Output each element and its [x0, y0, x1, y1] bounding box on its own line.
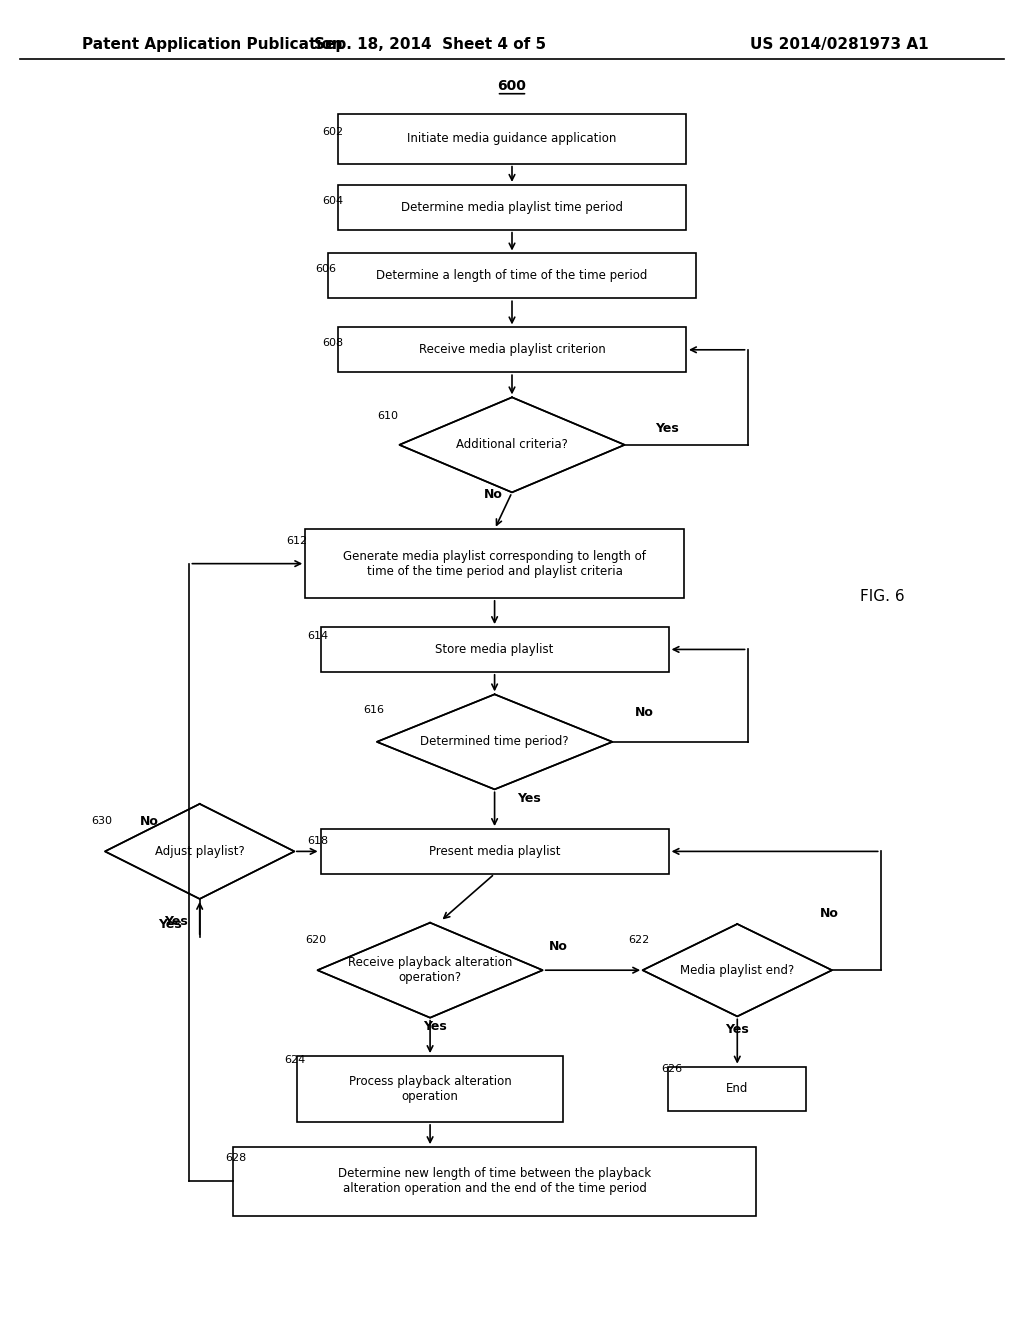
- Text: 610: 610: [377, 411, 398, 421]
- Text: Determine media playlist time period: Determine media playlist time period: [401, 201, 623, 214]
- Text: 628: 628: [225, 1152, 247, 1163]
- Text: 612: 612: [287, 536, 308, 546]
- FancyBboxPatch shape: [338, 185, 686, 230]
- Text: 600: 600: [498, 79, 526, 92]
- Text: Present media playlist: Present media playlist: [429, 845, 560, 858]
- FancyBboxPatch shape: [328, 253, 696, 298]
- FancyBboxPatch shape: [668, 1067, 807, 1111]
- Text: 604: 604: [323, 195, 344, 206]
- Text: 614: 614: [307, 631, 329, 642]
- Text: Receive media playlist criterion: Receive media playlist criterion: [419, 343, 605, 356]
- Text: 618: 618: [307, 836, 329, 846]
- Text: Determined time period?: Determined time period?: [420, 735, 569, 748]
- FancyBboxPatch shape: [338, 327, 686, 372]
- Text: Additional criteria?: Additional criteria?: [456, 438, 568, 451]
- Text: 626: 626: [662, 1064, 683, 1074]
- Polygon shape: [317, 923, 543, 1018]
- Text: Yes: Yes: [164, 915, 187, 928]
- Text: 622: 622: [629, 935, 650, 945]
- Text: Yes: Yes: [725, 1023, 750, 1036]
- FancyBboxPatch shape: [338, 114, 686, 164]
- FancyBboxPatch shape: [321, 829, 669, 874]
- Text: 630: 630: [91, 816, 113, 826]
- Text: US 2014/0281973 A1: US 2014/0281973 A1: [751, 37, 929, 53]
- Text: Yes: Yes: [159, 917, 182, 931]
- Text: Determine new length of time between the playback
alteration operation and the e: Determine new length of time between the…: [338, 1167, 651, 1196]
- Text: Receive playback alteration
operation?: Receive playback alteration operation?: [348, 956, 512, 985]
- FancyBboxPatch shape: [233, 1147, 756, 1216]
- Text: Patent Application Publication: Patent Application Publication: [82, 37, 343, 53]
- Text: Initiate media guidance application: Initiate media guidance application: [408, 132, 616, 145]
- Text: 620: 620: [305, 935, 327, 945]
- Text: Sep. 18, 2014  Sheet 4 of 5: Sep. 18, 2014 Sheet 4 of 5: [314, 37, 546, 53]
- Text: FIG. 6: FIG. 6: [860, 589, 905, 605]
- Polygon shape: [399, 397, 625, 492]
- Text: 606: 606: [315, 264, 337, 275]
- Text: 616: 616: [364, 705, 385, 715]
- Text: 608: 608: [323, 338, 344, 348]
- FancyBboxPatch shape: [305, 529, 684, 598]
- Polygon shape: [377, 694, 612, 789]
- Text: No: No: [484, 488, 503, 502]
- Text: No: No: [140, 814, 159, 828]
- Text: Media playlist end?: Media playlist end?: [680, 964, 795, 977]
- Text: No: No: [635, 706, 653, 719]
- Text: 624: 624: [285, 1055, 306, 1065]
- Text: Adjust playlist?: Adjust playlist?: [155, 845, 245, 858]
- Text: 602: 602: [323, 127, 344, 137]
- Text: Determine a length of time of the time period: Determine a length of time of the time p…: [376, 269, 648, 282]
- Text: End: End: [726, 1082, 749, 1096]
- Polygon shape: [105, 804, 295, 899]
- Text: Process playback alteration
operation: Process playback alteration operation: [349, 1074, 511, 1104]
- Text: Yes: Yes: [423, 1020, 447, 1034]
- Text: Store media playlist: Store media playlist: [435, 643, 554, 656]
- Text: Yes: Yes: [655, 422, 679, 436]
- Text: No: No: [820, 907, 839, 920]
- Polygon shape: [643, 924, 831, 1016]
- Text: Generate media playlist corresponding to length of
time of the time period and p: Generate media playlist corresponding to…: [343, 549, 646, 578]
- FancyBboxPatch shape: [297, 1056, 563, 1122]
- FancyBboxPatch shape: [321, 627, 669, 672]
- Text: Yes: Yes: [517, 792, 541, 805]
- Text: No: No: [549, 940, 567, 953]
